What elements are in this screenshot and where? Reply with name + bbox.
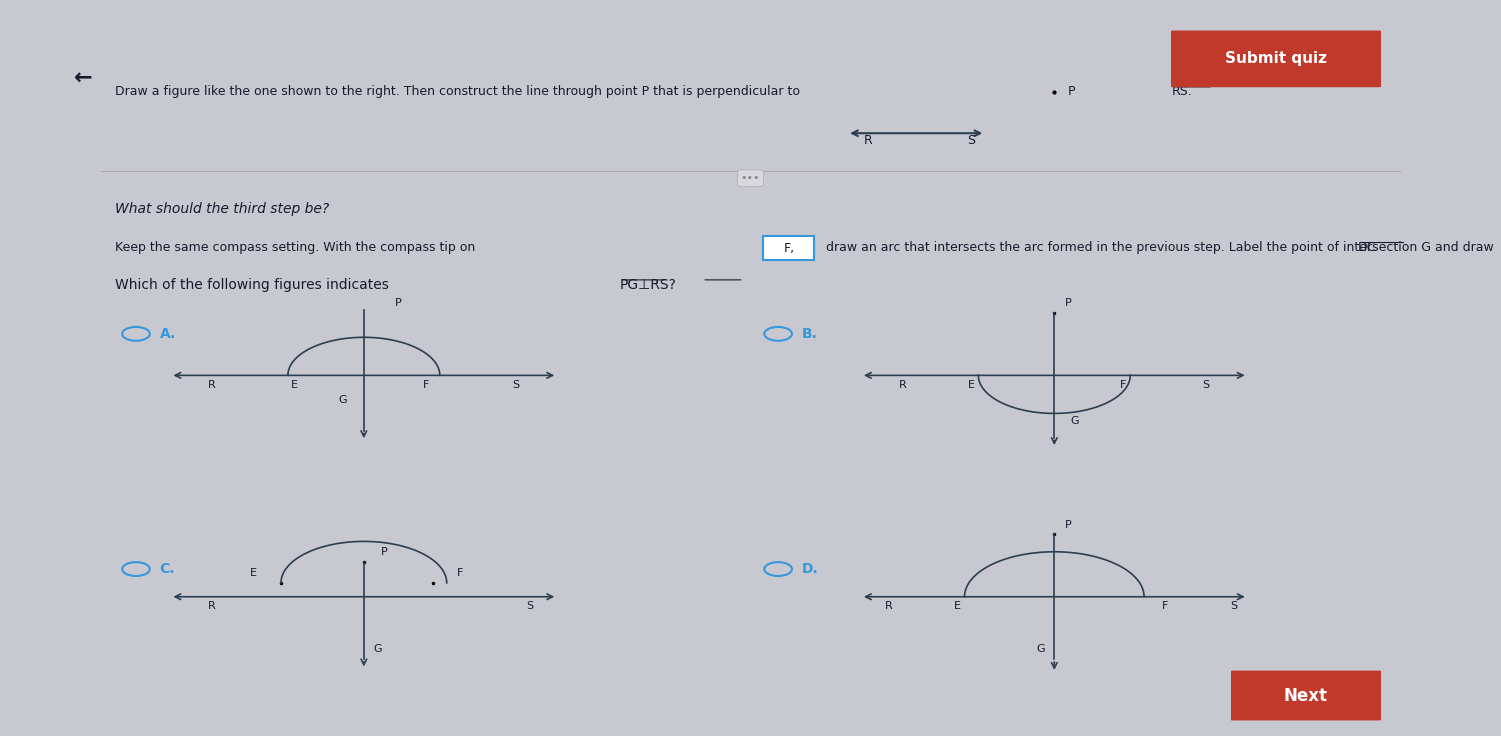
Text: G: G xyxy=(339,395,347,405)
Text: F: F xyxy=(458,568,464,578)
Text: S: S xyxy=(1231,601,1237,611)
Text: G: G xyxy=(1036,644,1045,654)
Text: Submit quiz: Submit quiz xyxy=(1225,52,1327,66)
Text: G: G xyxy=(374,644,381,654)
Text: E: E xyxy=(249,568,257,578)
Text: P: P xyxy=(1064,520,1072,530)
Text: S: S xyxy=(525,601,533,611)
Text: What should the third step be?: What should the third step be? xyxy=(116,202,330,216)
Text: S: S xyxy=(512,380,519,390)
Text: •••: ••• xyxy=(741,173,760,183)
Text: draw an arc that intersects the arc formed in the previous step. Label the point: draw an arc that intersects the arc form… xyxy=(827,241,1493,254)
Text: E: E xyxy=(968,380,976,390)
Text: ←: ← xyxy=(74,68,93,88)
Text: Next: Next xyxy=(1283,687,1328,704)
FancyBboxPatch shape xyxy=(1165,31,1387,87)
FancyBboxPatch shape xyxy=(1226,671,1385,720)
Text: R: R xyxy=(209,380,216,390)
Text: S: S xyxy=(968,134,976,146)
Text: R: R xyxy=(899,380,907,390)
Text: E: E xyxy=(955,601,961,611)
Text: Draw a figure like the one shown to the right. Then construct the line through p: Draw a figure like the one shown to the … xyxy=(116,85,800,98)
Text: R: R xyxy=(209,601,216,611)
Text: D.: D. xyxy=(802,562,818,576)
Text: P: P xyxy=(1064,298,1072,308)
Text: P: P xyxy=(381,548,387,557)
Text: S: S xyxy=(1202,380,1210,390)
Text: PG⊥RS?: PG⊥RS? xyxy=(620,278,675,292)
Text: Keep the same compass setting. With the compass tip on: Keep the same compass setting. With the … xyxy=(116,241,476,254)
Text: P: P xyxy=(1069,85,1076,98)
Text: G: G xyxy=(1070,416,1079,426)
Text: RS.: RS. xyxy=(1172,85,1192,98)
Text: C.: C. xyxy=(159,562,176,576)
Text: F,: F, xyxy=(784,241,794,255)
Text: E: E xyxy=(291,380,299,390)
Text: P: P xyxy=(395,298,402,308)
Text: Which of the following figures indicates: Which of the following figures indicates xyxy=(116,278,389,292)
Text: A.: A. xyxy=(159,327,176,341)
Text: F: F xyxy=(1162,601,1168,611)
Text: F: F xyxy=(423,380,429,390)
FancyBboxPatch shape xyxy=(763,236,814,260)
Text: B.: B. xyxy=(802,327,818,341)
Text: R: R xyxy=(884,601,893,611)
Text: R: R xyxy=(863,134,872,146)
Text: F: F xyxy=(1120,380,1127,390)
Text: DC: DC xyxy=(1358,241,1376,254)
